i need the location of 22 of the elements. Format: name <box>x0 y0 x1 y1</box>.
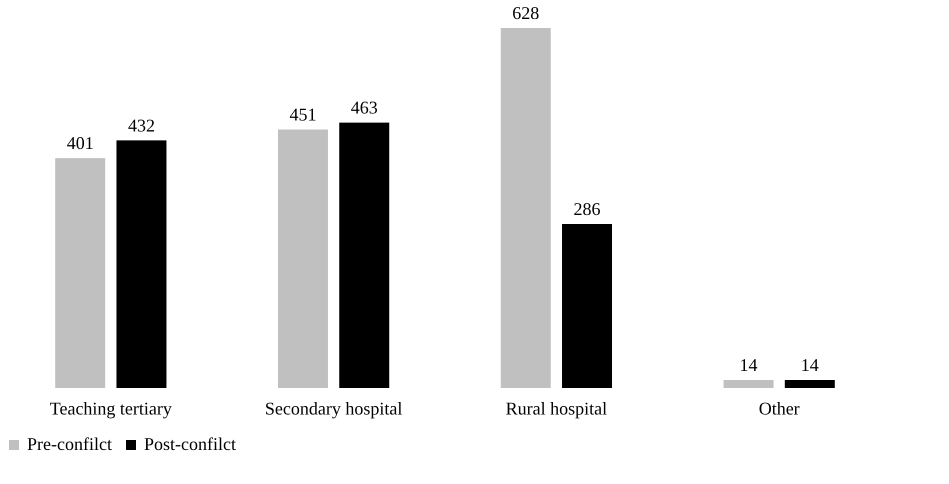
data-label: 451 <box>289 104 316 124</box>
x-tick-label: Rural hospital <box>506 398 608 418</box>
data-label: 14 <box>740 354 758 375</box>
bar <box>55 158 106 388</box>
data-label: 432 <box>128 115 155 136</box>
data-label: 286 <box>574 199 601 220</box>
x-tick-label: Secondary hospital <box>264 398 402 418</box>
bar <box>278 129 328 388</box>
data-label: 401 <box>66 133 94 154</box>
bar <box>562 224 612 388</box>
bar <box>500 28 551 388</box>
bar <box>724 380 774 388</box>
data-label: 14 <box>800 354 819 375</box>
x-tick-label: Other <box>758 398 800 418</box>
bar <box>339 122 390 388</box>
x-tick-label: Teaching tertiary <box>50 398 172 418</box>
bar <box>116 140 166 388</box>
bar <box>784 380 835 388</box>
data-label: 463 <box>350 98 378 118</box>
legend-label: Pre-confilct <box>27 434 112 454</box>
legend-label: Post-confilct <box>144 434 236 454</box>
data-label: 628 <box>512 3 540 23</box>
